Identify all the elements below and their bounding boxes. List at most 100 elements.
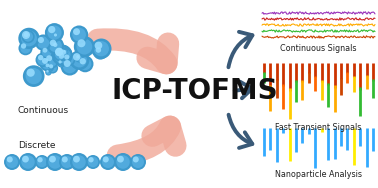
Circle shape [59, 48, 72, 61]
Circle shape [72, 28, 86, 42]
Circle shape [21, 30, 37, 46]
Circle shape [114, 153, 132, 171]
Circle shape [45, 23, 64, 42]
Circle shape [22, 31, 30, 39]
Circle shape [42, 48, 51, 57]
Circle shape [19, 41, 33, 55]
Circle shape [76, 39, 92, 55]
Circle shape [41, 58, 53, 69]
Circle shape [54, 33, 57, 37]
Circle shape [70, 153, 88, 171]
Circle shape [91, 39, 112, 59]
Circle shape [37, 157, 47, 167]
Circle shape [132, 156, 144, 168]
FancyArrowPatch shape [235, 82, 252, 98]
Circle shape [130, 154, 146, 170]
Circle shape [23, 65, 45, 87]
Circle shape [45, 63, 50, 67]
Circle shape [56, 51, 71, 66]
Circle shape [21, 155, 35, 169]
Circle shape [57, 48, 68, 59]
Circle shape [56, 49, 61, 55]
Circle shape [37, 36, 49, 49]
Circle shape [19, 153, 37, 171]
Circle shape [53, 43, 57, 47]
Circle shape [88, 157, 98, 167]
Circle shape [54, 47, 70, 63]
Circle shape [72, 53, 87, 67]
Circle shape [100, 154, 116, 170]
Circle shape [58, 49, 67, 57]
Circle shape [36, 53, 50, 67]
Circle shape [35, 34, 51, 51]
FancyArrowPatch shape [118, 127, 175, 156]
FancyArrowPatch shape [229, 115, 253, 148]
Circle shape [62, 49, 68, 55]
Circle shape [56, 48, 63, 56]
Circle shape [77, 56, 93, 72]
Circle shape [59, 53, 64, 59]
Circle shape [18, 28, 40, 49]
Text: Nanoparticle Analysis: Nanoparticle Analysis [275, 170, 362, 179]
Circle shape [88, 157, 94, 162]
Circle shape [45, 55, 57, 67]
Circle shape [4, 154, 20, 170]
Circle shape [52, 45, 72, 65]
Circle shape [42, 48, 47, 53]
Circle shape [47, 63, 58, 74]
Circle shape [76, 55, 79, 58]
Text: Continuous: Continuous [18, 106, 69, 115]
Circle shape [53, 47, 70, 64]
Circle shape [38, 55, 43, 60]
Text: Fast Transient Signals: Fast Transient Signals [275, 123, 362, 132]
Circle shape [46, 70, 51, 75]
Circle shape [54, 33, 60, 39]
Circle shape [80, 58, 86, 64]
Circle shape [46, 153, 64, 171]
Circle shape [59, 60, 62, 64]
Circle shape [7, 156, 13, 162]
Circle shape [22, 30, 35, 43]
Circle shape [52, 45, 73, 65]
Circle shape [86, 155, 100, 169]
Circle shape [35, 155, 49, 169]
Circle shape [43, 53, 59, 69]
Circle shape [94, 41, 109, 56]
Text: ICP-TOFMS: ICP-TOFMS [112, 77, 278, 105]
FancyArrowPatch shape [228, 32, 253, 67]
Circle shape [24, 32, 29, 37]
Circle shape [26, 69, 35, 77]
Circle shape [117, 156, 124, 163]
Circle shape [63, 50, 65, 52]
Circle shape [23, 32, 33, 42]
Circle shape [50, 40, 56, 46]
Circle shape [75, 54, 84, 62]
Circle shape [61, 156, 73, 168]
Circle shape [46, 70, 49, 73]
Circle shape [53, 47, 67, 61]
Circle shape [49, 156, 56, 163]
Circle shape [64, 60, 71, 67]
Circle shape [59, 154, 75, 170]
Circle shape [49, 39, 62, 52]
Circle shape [44, 62, 54, 72]
Circle shape [46, 55, 52, 61]
Circle shape [64, 55, 70, 60]
Circle shape [56, 49, 62, 56]
Circle shape [37, 157, 43, 162]
Circle shape [54, 48, 69, 62]
Circle shape [38, 37, 44, 43]
Circle shape [64, 54, 74, 64]
Circle shape [26, 68, 42, 84]
Circle shape [56, 48, 63, 56]
Circle shape [48, 64, 57, 72]
Text: Discrete: Discrete [18, 141, 56, 150]
Circle shape [93, 45, 108, 60]
Circle shape [20, 43, 31, 54]
Circle shape [53, 32, 61, 40]
Circle shape [61, 50, 66, 55]
Circle shape [70, 25, 88, 44]
Circle shape [73, 28, 80, 35]
Circle shape [60, 57, 79, 76]
Circle shape [96, 47, 101, 53]
